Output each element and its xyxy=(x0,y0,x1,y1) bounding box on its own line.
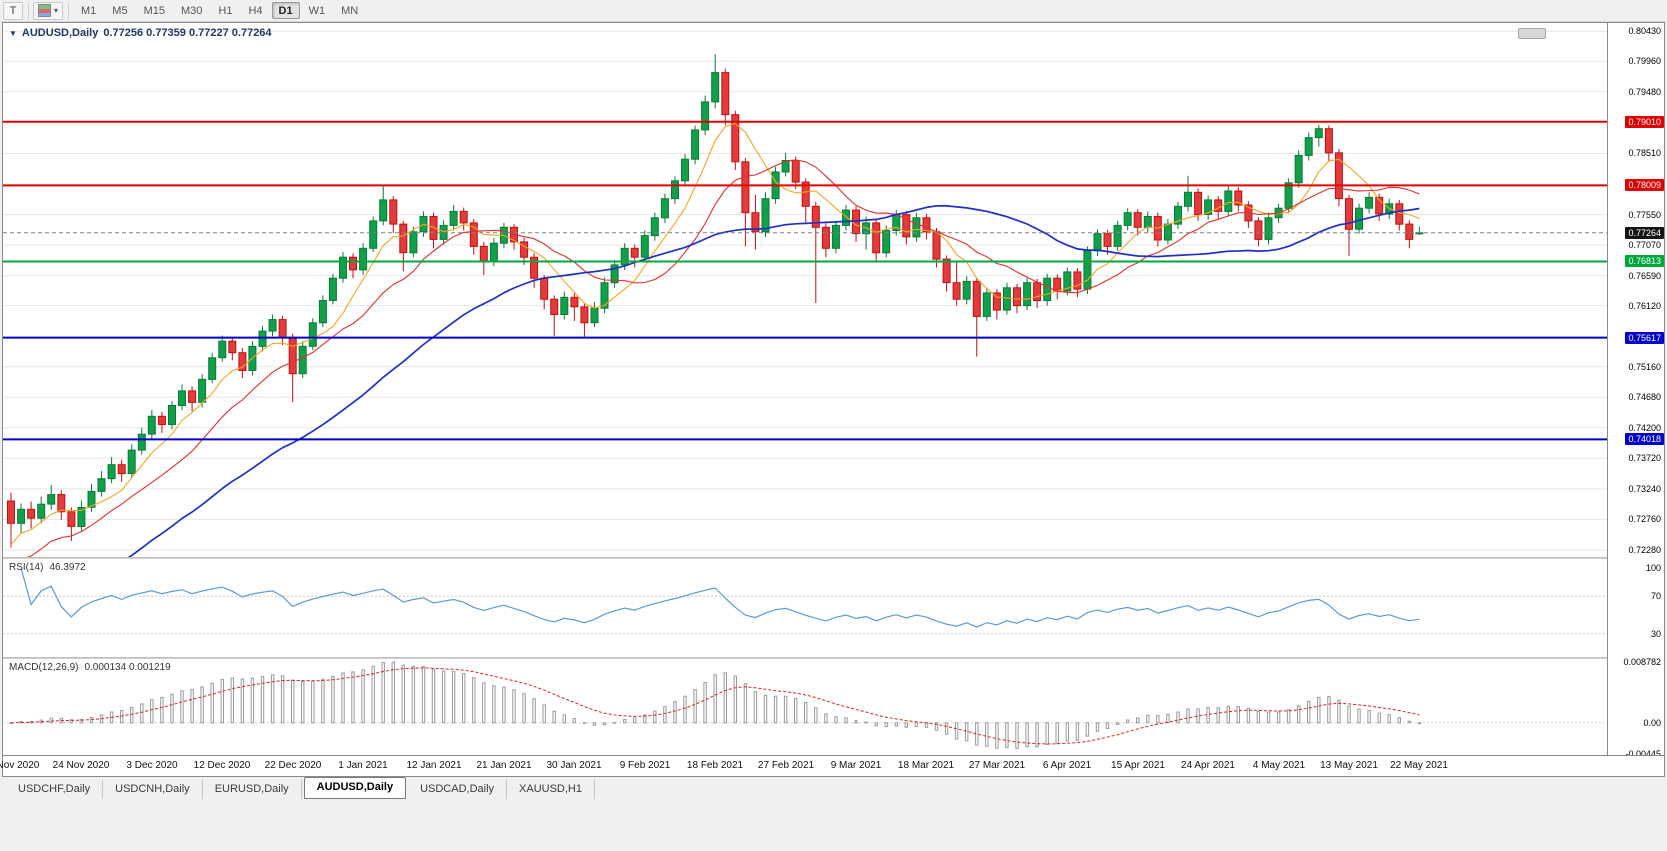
price-label: 0.77070 xyxy=(1628,240,1661,250)
macd-label: MACD(12,26,9) 0.000134 0.001219 xyxy=(9,662,171,673)
timeframe-button-m15[interactable]: M15 xyxy=(137,2,172,19)
toolbar-separator xyxy=(68,2,70,19)
price-label: 0.76813 xyxy=(1625,255,1664,267)
date-label: 22 Dec 2020 xyxy=(264,760,322,771)
rsi-axis-label: 30 xyxy=(1650,629,1661,639)
timeframe-button-m30[interactable]: M30 xyxy=(174,2,209,19)
timeframe-button-group: M1 M5 M15 M30 H1 H4 D1 W1 MN xyxy=(73,2,366,19)
price-label: 0.80430 xyxy=(1628,26,1661,36)
tab-eurusd-daily[interactable]: EURUSD,Daily xyxy=(203,780,302,799)
price-axis[interactable]: 0.80430 0.79960 0.79480 0.79010 0.78510 0.780… xyxy=(1607,23,1664,759)
toolbar: T ▾ M1 M5 M15 M30 H1 H4 D1 W1 MN xyxy=(0,0,1667,22)
rsi-title: RSI(14) xyxy=(9,562,44,573)
rsi-label: RSI(14) 46.3972 xyxy=(9,562,86,573)
date-label: 12 Dec 2020 xyxy=(193,760,251,771)
date-label: 15 Apr 2021 xyxy=(1111,760,1165,771)
price-label: 0.73720 xyxy=(1628,453,1661,463)
date-label: 30 Jan 2021 xyxy=(546,760,602,771)
date-label: 1 Jan 2021 xyxy=(338,760,388,771)
date-label: 21 Jan 2021 xyxy=(476,760,532,771)
status-bar xyxy=(0,800,1667,851)
date-label: 6 Apr 2021 xyxy=(1042,760,1092,771)
price-label: 0.72760 xyxy=(1628,514,1661,524)
timeframe-button-mn[interactable]: MN xyxy=(334,2,365,19)
price-label: 0.75160 xyxy=(1628,362,1661,372)
tool-button[interactable]: T xyxy=(3,1,23,20)
pane-splitter[interactable] xyxy=(3,657,1664,659)
macd-values: 0.000134 0.001219 xyxy=(84,662,171,673)
chart-ohlc-values: 0.77256 0.77359 0.77227 0.77264 xyxy=(103,27,272,39)
price-label: 0.79010 xyxy=(1625,116,1664,128)
chart-window: ▼ AUDUSD,Daily 0.77256 0.77359 0.77227 0… xyxy=(0,22,1665,777)
date-label: 12 Jan 2021 xyxy=(406,760,462,771)
date-axis[interactable]: 14 Nov 2020 24 Nov 2020 3 Dec 2020 12 Dec 2… xyxy=(0,755,1664,776)
rsi-axis-label: 100 xyxy=(1645,563,1661,573)
chart-template-button[interactable]: ▾ xyxy=(33,1,64,20)
date-label: 9 Mar 2021 xyxy=(830,760,882,771)
price-label: 0.73240 xyxy=(1628,484,1661,494)
chart-scroll-marker[interactable] xyxy=(1518,28,1546,39)
rsi-chart-canvas[interactable] xyxy=(3,559,1607,657)
expand-arrow-icon[interactable]: ▼ xyxy=(9,28,17,38)
price-label: 0.79960 xyxy=(1628,56,1661,66)
chart-symbol-period: AUDUSD,Daily xyxy=(21,27,99,39)
date-label: 27 Mar 2021 xyxy=(968,760,1026,771)
chart-icon xyxy=(38,4,51,17)
date-label: 4 May 2021 xyxy=(1252,760,1306,771)
rsi-value: 46.3972 xyxy=(49,562,86,573)
price-label: 0.76590 xyxy=(1628,271,1661,281)
chevron-down-icon: ▾ xyxy=(54,6,59,15)
macd-axis-label: -0.00445 xyxy=(1625,749,1661,759)
timeframe-button-d1[interactable]: D1 xyxy=(271,2,300,19)
date-label: 24 Nov 2020 xyxy=(52,760,110,771)
price-label: 0.74680 xyxy=(1628,392,1661,402)
macd-axis-label: 0.008782 xyxy=(1623,657,1661,667)
date-label: 22 May 2021 xyxy=(1390,760,1448,771)
chart-tab-bar: USDCHF,Daily USDCNH,Daily EURUSD,Daily AUDU… xyxy=(0,777,1667,799)
date-label: 9 Feb 2021 xyxy=(619,760,671,771)
price-label: 0.79480 xyxy=(1628,87,1661,97)
price-label: 0.76120 xyxy=(1628,301,1661,311)
price-label: 0.75617 xyxy=(1625,332,1664,344)
tab-audusd-daily[interactable]: AUDUSD,Daily xyxy=(303,777,407,799)
tab-usdchf-daily[interactable]: USDCHF,Daily xyxy=(6,780,104,799)
price-label: 0.78510 xyxy=(1628,148,1661,158)
timeframe-button-m5[interactable]: M5 xyxy=(105,2,134,19)
macd-chart-canvas[interactable] xyxy=(3,659,1607,755)
date-label: 18 Mar 2021 xyxy=(897,760,955,771)
price-label: 0.78009 xyxy=(1625,179,1664,191)
timeframe-button-h4[interactable]: H4 xyxy=(241,2,269,19)
timeframe-button-m1[interactable]: M1 xyxy=(74,2,103,19)
pane-splitter[interactable] xyxy=(3,557,1664,559)
tab-usdcnh-daily[interactable]: USDCNH,Daily xyxy=(103,780,203,799)
price-label: 0.72280 xyxy=(1628,545,1661,555)
macd-axis-label: 0.00 xyxy=(1643,718,1661,728)
chart-title: ▼ AUDUSD,Daily 0.77256 0.77359 0.77227 0… xyxy=(9,27,272,39)
rsi-axis-label: 70 xyxy=(1650,591,1661,601)
date-label: 3 Dec 2020 xyxy=(126,760,178,771)
date-label: 24 Apr 2021 xyxy=(1181,760,1235,771)
main-chart-canvas[interactable] xyxy=(3,23,1607,557)
macd-title: MACD(12,26,9) xyxy=(9,662,79,673)
price-label: 0.74200 xyxy=(1628,423,1661,433)
tab-xauusd-h1[interactable]: XAUUSD,H1 xyxy=(507,780,595,799)
date-label: 13 May 2021 xyxy=(1320,760,1378,771)
price-label: 0.74018 xyxy=(1625,433,1664,445)
date-label: 14 Nov 2020 xyxy=(0,760,40,771)
timeframe-button-w1[interactable]: W1 xyxy=(302,2,333,19)
date-label: 18 Feb 2021 xyxy=(686,760,744,771)
tab-usdcad-daily[interactable]: USDCAD,Daily xyxy=(408,780,508,799)
date-label: 27 Feb 2021 xyxy=(757,760,815,771)
price-label: 0.77550 xyxy=(1628,210,1661,220)
price-label: 0.77264 xyxy=(1625,227,1664,239)
timeframe-button-h1[interactable]: H1 xyxy=(211,2,239,19)
toolbar-separator xyxy=(28,2,29,19)
